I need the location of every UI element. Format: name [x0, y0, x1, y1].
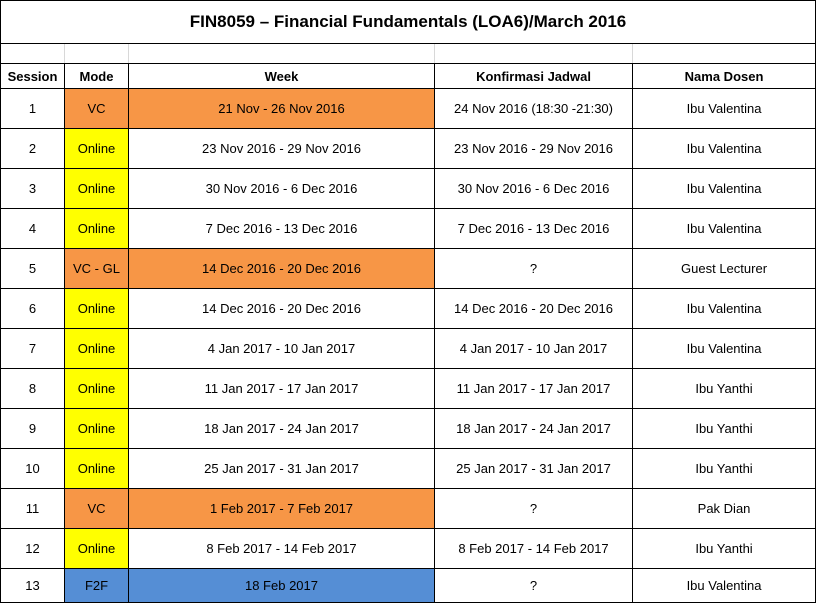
session-cell: 6 — [0, 288, 65, 329]
session-cell: 4 — [0, 208, 65, 249]
session-cell: 13 — [0, 568, 65, 603]
session-cell: 9 — [0, 408, 65, 449]
table-row: 5 VC - GL 14 Dec 2016 - 20 Dec 2016? Guest … — [0, 248, 816, 289]
konfirmasi-cell: 24 Nov 2016 (18:30 -21:30) — [434, 88, 633, 129]
header-dosen: Nama Dosen — [631, 63, 816, 89]
session-cell: 5 — [0, 248, 65, 289]
konfirmasi-cell: 25 Jan 2017 - 31 Jan 2017 — [434, 448, 633, 489]
konfirmasi-cell: 14 Dec 2016 - 20 Dec 2016 — [434, 288, 633, 329]
mode-cell: F2F — [64, 568, 129, 603]
table-row: 10 Online 25 Jan 2017 - 31 Jan 2017 25 Jan … — [0, 448, 816, 489]
blank-cell — [631, 43, 816, 64]
dosen-cell: Ibu Valentina — [631, 128, 816, 169]
mode-cell: Online — [64, 208, 129, 249]
konfirmasi-cell: 7 Dec 2016 - 13 Dec 2016 — [434, 208, 633, 249]
week-cell: 30 Nov 2016 - 6 Dec 2016 — [128, 168, 435, 209]
dosen-cell: Ibu Yanthi — [631, 368, 816, 409]
table-row: 4 Online 7 Dec 2016 - 13 Dec 2016 7 Dec 201… — [0, 208, 816, 249]
week-cell: 18 Jan 2017 - 24 Jan 2017 — [128, 408, 435, 449]
week-cell: 4 Jan 2017 - 10 Jan 2017 — [128, 328, 435, 369]
blank-cell — [128, 43, 435, 64]
session-cell: 11 — [0, 488, 65, 529]
week-cell: 8 Feb 2017 - 14 Feb 2017 — [128, 528, 435, 569]
table-row: 6 Online 14 Dec 2016 - 20 Dec 2016 14 Dec 2… — [0, 288, 816, 329]
dosen-cell: Ibu Valentina — [631, 168, 816, 209]
mode-cell: VC — [64, 488, 129, 529]
dosen-cell: Ibu Valentina — [631, 208, 816, 249]
header-mode: Mode — [64, 63, 129, 89]
session-cell: 12 — [0, 528, 65, 569]
mode-cell: Online — [64, 448, 129, 489]
konfirmasi-cell: 18 Jan 2017 - 24 Jan 2017 — [434, 408, 633, 449]
header-konfirmasi: Konfirmasi Jadwal — [434, 63, 633, 89]
week-cell: 14 Dec 2016 - 20 Dec 2016 — [128, 248, 435, 289]
session-cell: 10 — [0, 448, 65, 489]
week-cell: 14 Dec 2016 - 20 Dec 2016 — [128, 288, 435, 329]
dosen-cell: Guest Lecturer — [631, 248, 816, 289]
week-cell: 23 Nov 2016 - 29 Nov 2016 — [128, 128, 435, 169]
table-row: 7 Online 4 Jan 2017 - 10 Jan 2017 4 Jan 201… — [0, 328, 816, 369]
page-title: FIN8059 – Financial Fundamentals (LOA6)/… — [0, 0, 816, 44]
header-week: Week — [128, 63, 435, 89]
week-cell: 11 Jan 2017 - 17 Jan 2017 — [128, 368, 435, 409]
week-cell: 7 Dec 2016 - 13 Dec 2016 — [128, 208, 435, 249]
konfirmasi-cell: 11 Jan 2017 - 17 Jan 2017 — [434, 368, 633, 409]
mode-cell: Online — [64, 368, 129, 409]
dosen-cell: Ibu Yanthi — [631, 528, 816, 569]
table-row: 1 VC 21 Nov - 26 Nov 2016 24 Nov 2016 (18:3… — [0, 88, 816, 129]
table-row: 11 VC 1 Feb 2017 - 7 Feb 2017? Pak Dian — [0, 488, 816, 529]
dosen-cell: Ibu Valentina — [631, 328, 816, 369]
session-cell: 7 — [0, 328, 65, 369]
table-row: 8 Online 11 Jan 2017 - 17 Jan 2017 11 Jan 2… — [0, 368, 816, 409]
konfirmasi-cell: ? — [434, 248, 633, 289]
mode-cell: Online — [64, 328, 129, 369]
week-cell: 25 Jan 2017 - 31 Jan 2017 — [128, 448, 435, 489]
table-row: 13 F2F 18 Feb 2017? Ibu Valentina — [0, 568, 816, 603]
table-row: 9 Online 18 Jan 2017 - 24 Jan 2017 18 Jan 2… — [0, 408, 816, 449]
konfirmasi-cell: 8 Feb 2017 - 14 Feb 2017 — [434, 528, 633, 569]
week-cell: 1 Feb 2017 - 7 Feb 2017 — [128, 488, 435, 529]
session-cell: 8 — [0, 368, 65, 409]
week-cell: 21 Nov - 26 Nov 2016 — [128, 88, 435, 129]
dosen-cell: Ibu Yanthi — [631, 448, 816, 489]
week-cell: 18 Feb 2017 — [128, 568, 435, 603]
mode-cell: Online — [64, 168, 129, 209]
dosen-cell: Pak Dian — [631, 488, 816, 529]
konfirmasi-cell: ? — [434, 568, 633, 603]
blank-cell — [64, 43, 129, 64]
header-row: Session Mode Week Konfirmasi Jadwal Nama… — [0, 63, 816, 89]
mode-cell: Online — [64, 288, 129, 329]
table-row: 12 Online 8 Feb 2017 - 14 Feb 2017 8 Feb 20… — [0, 528, 816, 569]
dosen-cell: Ibu Yanthi — [631, 408, 816, 449]
dosen-cell: Ibu Valentina — [631, 288, 816, 329]
header-session: Session — [0, 63, 65, 89]
blank-cell — [434, 43, 633, 64]
blank-row — [0, 43, 816, 64]
konfirmasi-cell: 4 Jan 2017 - 10 Jan 2017 — [434, 328, 633, 369]
mode-cell: VC — [64, 88, 129, 129]
table-row: 2 Online 23 Nov 2016 - 29 Nov 2016 23 Nov 2… — [0, 128, 816, 169]
konfirmasi-cell: ? — [434, 488, 633, 529]
mode-cell: Online — [64, 528, 129, 569]
blank-cell — [0, 43, 65, 64]
dosen-cell: Ibu Valentina — [631, 568, 816, 603]
session-cell: 1 — [0, 88, 65, 129]
dosen-cell: Ibu Valentina — [631, 88, 816, 129]
konfirmasi-cell: 30 Nov 2016 - 6 Dec 2016 — [434, 168, 633, 209]
table-row: 3 Online 30 Nov 2016 - 6 Dec 2016 30 Nov 20… — [0, 168, 816, 209]
konfirmasi-cell: 23 Nov 2016 - 29 Nov 2016 — [434, 128, 633, 169]
title-row: FIN8059 – Financial Fundamentals (LOA6)/… — [0, 0, 816, 44]
session-cell: 3 — [0, 168, 65, 209]
session-cell: 2 — [0, 128, 65, 169]
mode-cell: Online — [64, 128, 129, 169]
mode-cell: Online — [64, 408, 129, 449]
mode-cell: VC - GL — [64, 248, 129, 289]
